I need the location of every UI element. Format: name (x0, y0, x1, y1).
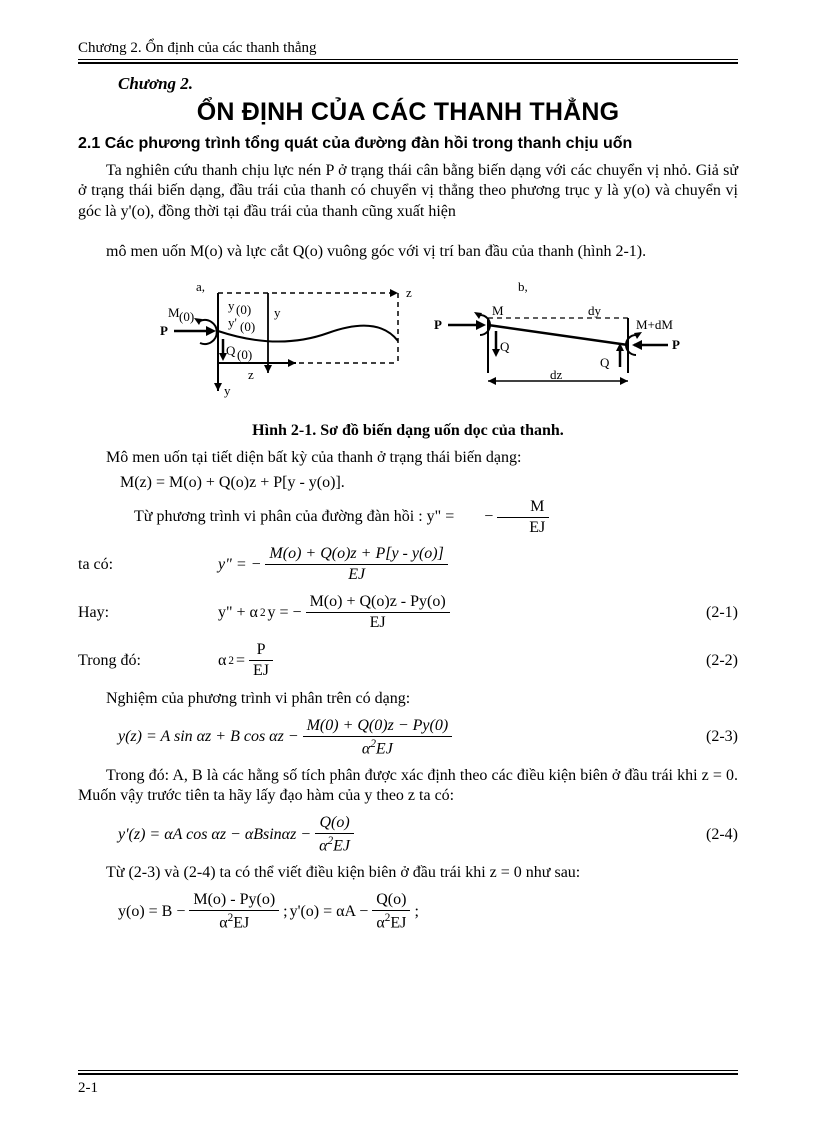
text-inline: y(o) = B − (118, 903, 185, 921)
page-title: ỔN ĐỊNH CỦA CÁC THANH THẲNG (78, 98, 738, 127)
page-number: 2-1 (78, 1080, 98, 1097)
eq-lead: ta có: (78, 556, 218, 574)
equation-row: y'(z) = αA cos αz − αBsinαz − Q(o) α2EJ … (78, 814, 738, 855)
svg-text:y': y' (228, 315, 237, 330)
eq-number: (2-2) (678, 652, 738, 670)
frac-den: EJ (249, 661, 273, 680)
svg-text:Q: Q (226, 343, 236, 358)
equation-row: y(z) = A sin αz + B cos αz − M(0) + Q(0)… (78, 717, 738, 758)
frac-num: Q(o) (315, 814, 354, 834)
svg-text:dy: dy (588, 303, 602, 318)
svg-text:P: P (434, 317, 442, 332)
frac-den: EJ (265, 565, 447, 584)
svg-text:(0): (0) (236, 302, 251, 317)
paragraph: Từ phương trình vi phân của đường đàn hồ… (78, 498, 738, 536)
svg-text:P: P (672, 337, 680, 352)
header-rule (78, 59, 738, 60)
section-heading: 2.1 Các phương trình tổng quát của đường… (78, 135, 738, 153)
figure-2-1: z a, y y z P M (0) (78, 273, 738, 418)
eq-lead: Trong đó: (78, 652, 218, 670)
svg-text:(0): (0) (237, 347, 252, 362)
paragraph: Mô men uốn tại tiết diện bất kỳ của than… (78, 448, 738, 468)
frac-num: M (497, 498, 549, 518)
frac-den: EJ (497, 518, 549, 537)
svg-text:b,: b, (518, 279, 528, 294)
svg-text:M: M (492, 303, 504, 318)
text-inline: y'(o) = αA − (290, 903, 369, 921)
footer-rule (78, 1073, 738, 1075)
paragraph: Nghiệm của phương trình vi phân trên có … (78, 689, 738, 709)
frac-den: EJ (233, 914, 249, 931)
text-inline: = (236, 652, 245, 670)
equation-mz: M(z) = M(o) + Q(o)z + P[y - y(o)]. (106, 474, 738, 492)
frac-den: EJ (306, 613, 450, 632)
svg-text:M+dM: M+dM (636, 317, 673, 332)
svg-text:P: P (160, 323, 168, 338)
text-inline: ; (414, 903, 418, 921)
svg-text:y: y (228, 298, 235, 313)
frac-num: M(0) + Q(0)z − Py(0) (307, 717, 449, 734)
svg-text:Q: Q (500, 339, 510, 354)
frac-den: EJ (376, 740, 393, 757)
paragraph: mô men uốn M(o) và lực cắt Q(o) vuông gó… (78, 242, 738, 262)
figure-svg: z a, y y z P M (0) (128, 273, 688, 413)
text-inline: y" + α (218, 604, 258, 622)
frac-num: Q(o) (372, 891, 410, 911)
paragraph: Từ (2-3) và (2-4) ta có thể viết điều ki… (78, 863, 738, 883)
paragraph: Trong đó: A, B là các hằng số tích phân … (78, 766, 738, 807)
frac-den: EJ (390, 914, 406, 931)
frac-num: M(o) + Q(o)z + P[y - y(o)] (265, 545, 447, 565)
running-head: Chương 2. Ổn định của các thanh thẳng (78, 40, 738, 64)
svg-text:(0): (0) (240, 319, 255, 334)
svg-text:Q: Q (600, 355, 610, 370)
text-inline: y(z) = A sin αz + B cos αz − (118, 728, 299, 746)
text-inline: y'(z) = αA cos αz − αBsinαz − (118, 826, 311, 844)
frac-den: α (376, 914, 384, 931)
eq-lead: Hay: (78, 604, 218, 622)
figure-caption: Hình 2-1. Sơ đồ biến dạng uốn dọc của th… (78, 422, 738, 440)
svg-text:z: z (248, 367, 254, 382)
frac-num: M(o) - Py(o) (189, 891, 279, 911)
text-inline: ; (283, 903, 287, 921)
eq-text: M(z) = M(o) + Q(o)z + P[y - y(o)]. (120, 474, 345, 492)
footer-rule (78, 1070, 738, 1071)
svg-text:z: z (406, 285, 412, 300)
frac-den: α (319, 837, 327, 854)
equation-row: y(o) = B − M(o) - Py(o) α2EJ ; y'(o) = α… (78, 891, 738, 932)
frac-den: α (219, 914, 227, 931)
text-inline: y = − (268, 604, 302, 622)
svg-text:y: y (274, 305, 281, 320)
paragraph: Ta nghiên cứu thanh chịu lực nén P ở trạ… (78, 161, 738, 222)
frac-num: M(o) + Q(o)z - Py(o) (306, 593, 450, 613)
equation-row: ta có: y" = − M(o) + Q(o)z + P[y - y(o)]… (78, 545, 738, 585)
chapter-label: Chương 2. (118, 74, 738, 94)
svg-text:a,: a, (196, 279, 205, 294)
equation-row: Trong đó: α2 = P EJ (2-2) (78, 641, 738, 681)
frac-den: EJ (333, 837, 350, 854)
svg-text:(0): (0) (179, 309, 194, 324)
equation-row: Hay: y" + α2 y = − M(o) + Q(o)z - Py(o) … (78, 593, 738, 633)
text-inline: α (218, 652, 226, 670)
text-inline: Từ phương trình vi phân của đường đàn hồ… (106, 507, 454, 527)
running-head-text: Chương 2. Ổn định của các thanh thẳng (78, 40, 317, 56)
svg-text:y: y (224, 383, 231, 398)
eq-number: (2-3) (678, 728, 738, 746)
svg-text:dz: dz (550, 367, 563, 382)
eq-number: (2-4) (678, 826, 738, 844)
eq-number: (2-1) (678, 604, 738, 622)
frac-num: P (249, 641, 273, 661)
